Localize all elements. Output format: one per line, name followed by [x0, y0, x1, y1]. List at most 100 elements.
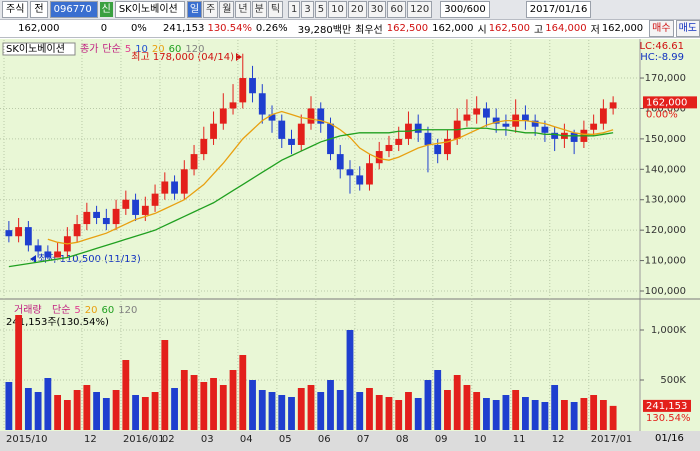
- candle-body: [122, 199, 130, 209]
- interval-button[interactable]: 5: [314, 1, 328, 18]
- legend: 종가 단순 5 10 20 60 120: [80, 43, 204, 55]
- volume-bar: [132, 395, 139, 430]
- last-price-label: 162,000: [646, 97, 687, 108]
- code-input[interactable]: 096770: [49, 1, 98, 18]
- volume-ratio-label: 130.54%: [646, 413, 691, 424]
- candle-body: [434, 144, 442, 155]
- volume-legend: 단순 5 20 60 120: [52, 304, 137, 316]
- interval-button[interactable]: 120: [407, 1, 433, 18]
- market-select[interactable]: 주식: [2, 1, 29, 18]
- candle-body: [346, 169, 354, 176]
- volume-bar: [336, 390, 344, 430]
- count-input[interactable]: 300/600: [440, 1, 490, 18]
- volume-bar: [307, 385, 315, 430]
- high: 164,000: [545, 23, 587, 34]
- period-button[interactable]: 월: [219, 1, 235, 18]
- candle-body: [483, 108, 490, 118]
- candle-body: [219, 108, 227, 124]
- candle-body: [83, 211, 91, 225]
- candle-body: [54, 251, 62, 258]
- open: 162,500: [488, 23, 531, 34]
- chart-title: SK이노베이션: [6, 43, 65, 55]
- change-label: 0.00%: [646, 109, 678, 120]
- high-annotation: 최고 178,000 (04/14): [131, 51, 234, 63]
- ask: 162,500: [386, 23, 429, 34]
- volume-bar: [229, 370, 237, 430]
- sell-button[interactable]: 매도: [675, 20, 700, 37]
- volume-bar: [63, 400, 71, 430]
- x-tick-label: 05: [279, 434, 292, 445]
- volume-bar: [502, 395, 510, 430]
- volume-bar: [463, 385, 471, 430]
- candle-body: [522, 114, 529, 121]
- candle-body: [141, 205, 149, 215]
- candle-body: [200, 138, 208, 155]
- volume-bar: [268, 392, 276, 430]
- volume-bar: [258, 390, 266, 430]
- volume-bar: [424, 380, 432, 430]
- hc-label: HC:-8.99: [640, 52, 684, 63]
- stock-name: SK이노베이션: [114, 1, 185, 18]
- period-button[interactable]: 분: [251, 1, 267, 18]
- volume-bar: [122, 360, 130, 430]
- candle-body: [102, 217, 110, 225]
- volume-bar: [288, 397, 295, 430]
- interval-button[interactable]: 10: [328, 1, 347, 18]
- interval-button[interactable]: 30: [367, 1, 387, 18]
- volume-bar: [180, 370, 188, 430]
- volume-bar: [560, 400, 568, 430]
- legend-item: 120: [185, 44, 204, 55]
- buy-button[interactable]: 매수: [649, 20, 674, 37]
- volume-bar: [44, 378, 52, 430]
- interval-button[interactable]: 3: [301, 1, 314, 18]
- candle-body: [414, 123, 422, 133]
- high-label: 고: [534, 25, 544, 36]
- volume-bar: [356, 392, 364, 430]
- price: 162,000: [18, 23, 60, 34]
- volume-bar: [34, 392, 42, 430]
- date-input[interactable]: 2017/01/16: [525, 1, 592, 18]
- candle-body: [424, 132, 432, 145]
- candle-body: [531, 120, 539, 127]
- period-button[interactable]: 년: [235, 1, 251, 18]
- period-button[interactable]: 일: [186, 1, 203, 18]
- legend-item: 120: [118, 305, 137, 316]
- y-tick-label: 120,000: [645, 225, 686, 236]
- candle-body: [190, 154, 198, 170]
- last-volume-label: 241,153: [646, 401, 687, 412]
- x-tick-label: 2017/01: [591, 434, 633, 445]
- interval-button[interactable]: 60: [387, 1, 407, 18]
- candle-body: [336, 154, 344, 170]
- legend-item: 5: [74, 305, 80, 316]
- interval-button[interactable]: 20: [347, 1, 367, 18]
- candle-body: [297, 123, 305, 145]
- candle-body: [5, 230, 13, 237]
- y-tick-label: 150,000: [645, 134, 686, 145]
- turnover: 0.26%: [255, 23, 288, 34]
- period-button[interactable]: 주: [203, 1, 219, 18]
- scope-select[interactable]: 전: [30, 1, 48, 18]
- period-button[interactable]: 틱: [267, 1, 284, 18]
- volume-bar: [541, 402, 549, 430]
- volume-bar: [93, 392, 100, 430]
- moving-average: [47, 110, 614, 245]
- volume-bar: [395, 400, 403, 430]
- low: 162,000: [601, 23, 644, 34]
- volume-bar: [102, 398, 110, 430]
- legend-item: 종가: [80, 43, 98, 55]
- legend-item: 60: [169, 44, 182, 55]
- candle-body: [492, 117, 500, 124]
- low-annotation: 최저 110,500 (11/13): [38, 253, 141, 265]
- volume-bar: [366, 388, 373, 430]
- moving-average: [8, 127, 614, 268]
- x-tick-label: 11: [513, 434, 526, 445]
- volume-bar: [512, 390, 520, 430]
- date-label: 01/16: [655, 433, 684, 444]
- volume-bar: [453, 375, 461, 430]
- interval-button[interactable]: 1: [288, 1, 301, 18]
- volume-bar: [171, 388, 178, 430]
- candle-body: [249, 78, 256, 94]
- x-tick-label: 2015/10: [6, 434, 48, 445]
